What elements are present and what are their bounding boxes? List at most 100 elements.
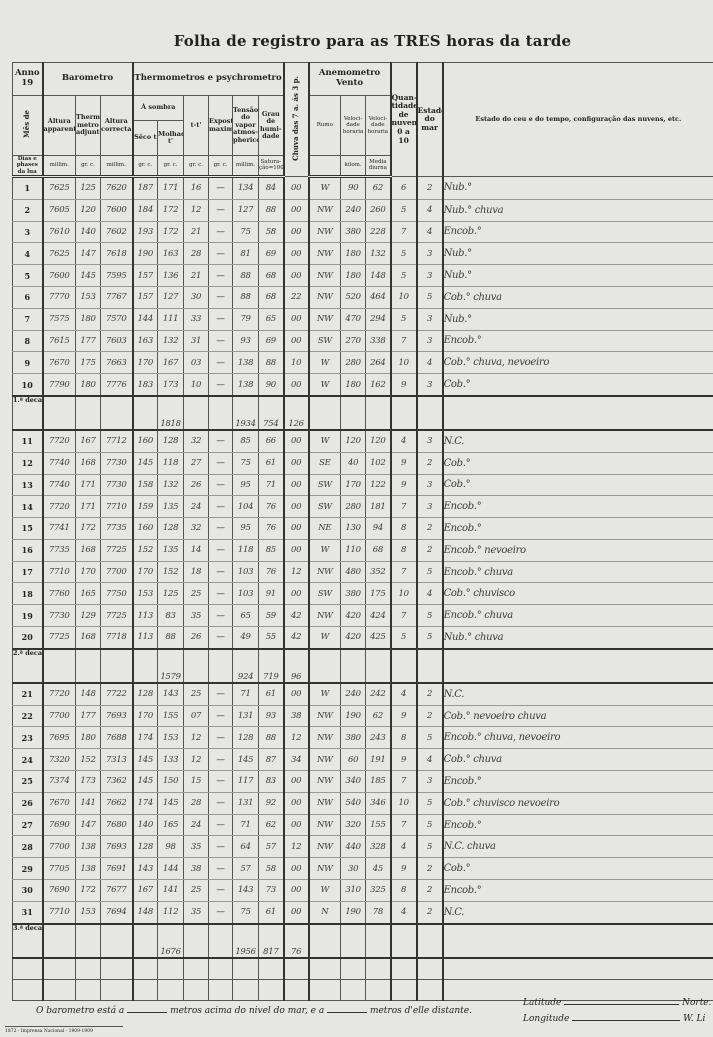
data-cell: 127 [232, 198, 260, 222]
data-cell: 3 [415, 373, 444, 397]
velocidade-header: Veloci-dade horaria [340, 95, 367, 156]
data-cell: 76 [258, 495, 285, 519]
data-cell: — [208, 560, 234, 584]
estado-ceu-cell: Cob.° chuvisco [441, 582, 713, 606]
data-cell: 130 [340, 517, 367, 540]
empty-cell [99, 957, 134, 980]
empty-cell [41, 394, 76, 431]
table-row: 10 7790 180 7776 183 173 10—138 90 00 W 180 162 9 3 Co… [12, 373, 713, 397]
data-cell: 92 [258, 791, 285, 815]
estado-ceu-cell: Cob.° [441, 473, 713, 497]
data-cell: 138 [232, 351, 260, 375]
unit-label: gr. c. [75, 155, 101, 178]
decade-grau: 754 [258, 394, 285, 431]
data-cell: 165 [75, 582, 101, 606]
data-cell: 4 [389, 429, 418, 453]
data-cell: 425 [365, 626, 392, 650]
data-cell: 185 [365, 770, 392, 793]
decade-secco: 1676 [157, 922, 185, 959]
empty-cell [282, 957, 310, 980]
empty-cell [282, 978, 310, 1001]
data-cell: 83 [157, 604, 185, 628]
data-cell: 00 [282, 538, 310, 562]
data-cell: 7725 [99, 604, 134, 628]
data-cell: 128 [131, 835, 159, 859]
data-cell: 3 [415, 473, 444, 497]
empty-cell [183, 394, 210, 431]
data-cell: 5 [389, 307, 418, 331]
data-cell: 520 [340, 285, 367, 309]
data-cell: 112 [157, 900, 185, 925]
estado-ceu-cell: Encob.° [441, 879, 713, 902]
data-cell: 328 [365, 835, 392, 859]
estado-ceu-cell: Encob.° [441, 495, 713, 519]
data-cell: 7790 [41, 373, 76, 397]
data-cell: 240 [340, 198, 367, 222]
data-cell: W [307, 626, 342, 650]
data-cell: 3 [415, 770, 444, 793]
data-cell: 7760 [41, 582, 76, 606]
data-cell: — [208, 626, 234, 650]
data-cell: 55 [258, 626, 285, 650]
data-cell: 65 [232, 604, 260, 628]
data-cell: 00 [282, 582, 310, 606]
data-cell: 340 [340, 770, 367, 793]
data-cell: 111 [157, 307, 185, 331]
data-cell: 10 [389, 285, 418, 309]
data-cell: 168 [75, 626, 101, 650]
data-cell: 320 [340, 813, 367, 837]
data-cell: 3 [415, 242, 444, 266]
estado-ceu-cell: Encob.° [441, 813, 713, 837]
data-cell: 7740 [41, 451, 76, 475]
data-cell: 2 [415, 451, 444, 475]
data-cell: 15 [183, 770, 210, 793]
estado-ceu-cell: Nub.° chuva [441, 198, 713, 222]
data-cell: 325 [365, 879, 392, 902]
day-cell: 15 [12, 517, 43, 540]
data-cell: 5 [415, 285, 444, 309]
data-cell: 00 [282, 879, 310, 902]
empty-cell [99, 978, 134, 1001]
empty-cell [389, 647, 418, 684]
data-cell: 27 [183, 451, 210, 475]
data-cell: 42 [282, 626, 310, 650]
data-cell: 153 [75, 900, 101, 925]
data-cell: 88 [157, 626, 185, 650]
data-cell: 98 [157, 835, 185, 859]
data-cell: 00 [282, 791, 310, 815]
data-cell: 00 [282, 857, 310, 881]
data-cell: 84 [258, 175, 285, 200]
data-cell: 71 [232, 682, 260, 706]
data-cell: — [208, 373, 234, 397]
decade-label: 2.ª decada [12, 647, 43, 684]
data-cell: 140 [131, 813, 159, 837]
data-cell: 75 [232, 220, 260, 244]
imprint: 1872 - Imprensa Nacional - 1909-1909 [5, 1029, 94, 1034]
data-cell: 145 [157, 791, 185, 815]
data-cell: 7625 [41, 242, 76, 266]
data-cell: NW [307, 307, 342, 331]
exposto-header: Exposto maximo [208, 95, 234, 156]
data-cell: 49 [232, 626, 260, 650]
data-cell: 181 [365, 495, 392, 519]
table-row: 23 7695 180 7688 174 153 12—128 88 12 NW 380 243 8 5 E… [12, 726, 713, 750]
data-cell: NW [307, 604, 342, 628]
data-cell: 120 [340, 429, 367, 453]
data-cell: 35 [183, 900, 210, 925]
data-cell: 8 [389, 517, 418, 540]
data-cell: W [307, 538, 342, 562]
data-cell: 7730 [99, 451, 134, 475]
data-cell: 12 [183, 198, 210, 222]
unit-label [307, 155, 342, 178]
decade-tensao: 1934 [232, 394, 260, 431]
estado-ceu-cell: N.C. [441, 682, 713, 706]
decade-label: 1.ª decada [12, 394, 43, 431]
empty-cell [41, 957, 76, 980]
data-cell: 113 [131, 626, 159, 650]
data-cell: 420 [340, 626, 367, 650]
data-cell: — [208, 473, 234, 497]
table-row: 5 7600 145 7595 157 136 21—88 68 00 NW 180 148 5 3 Nub… [12, 264, 713, 287]
estado-ceu-cell: Encob.° chuva, nevoeiro [441, 726, 713, 750]
data-cell: NW [307, 770, 342, 793]
altura-apparente-header: Altura apparente [41, 95, 76, 156]
